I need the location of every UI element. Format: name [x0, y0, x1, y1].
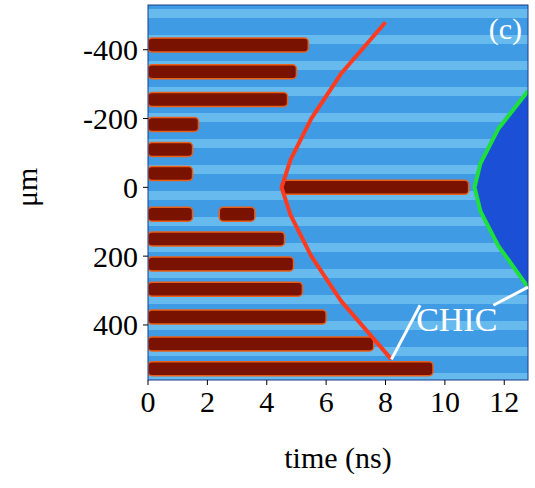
stripe [148, 257, 293, 271]
y-tick [143, 49, 148, 50]
x-tick-label: 12 [489, 385, 519, 418]
y-tick-label: -400 [83, 33, 138, 66]
y-tick [143, 187, 148, 188]
y-tick [143, 256, 148, 257]
y-tick-label: 0 [123, 171, 138, 204]
y-tick-label: -200 [83, 102, 138, 135]
background-fringe [148, 139, 528, 148]
x-tick-label: 10 [430, 385, 460, 418]
stripe [148, 38, 308, 52]
stripe [148, 282, 302, 296]
stripe [148, 167, 193, 181]
stripe [148, 142, 193, 156]
stripe [148, 65, 296, 79]
stripe [219, 207, 255, 221]
x-tick-label: 0 [141, 385, 156, 418]
background [148, 5, 528, 380]
stripe [148, 117, 198, 131]
stripe [148, 93, 288, 107]
chart: 0 2 4 6 8 10 12 -400 -200 0 200 400 time (ns) μm (c) CH… [0, 0, 535, 488]
annotation: CHIC [416, 301, 497, 338]
y-tick [143, 324, 148, 325]
stripe [148, 337, 374, 351]
panel-label: (c) [489, 12, 522, 46]
leader-line [493, 287, 528, 305]
background-fringe [148, 9, 528, 18]
stripe [148, 232, 285, 246]
x-tick-label: 4 [259, 385, 274, 418]
curve [282, 22, 392, 359]
stripe [148, 362, 433, 376]
background-fringe [148, 113, 528, 122]
x-tick-label: 8 [378, 385, 393, 418]
y-tick-label: 200 [93, 240, 138, 273]
y-axis-title: μm [10, 168, 43, 207]
stripe [282, 180, 469, 194]
plot-area [148, 5, 528, 380]
x-axis-title: time (ns) [284, 441, 391, 475]
annotation-leaders [391, 287, 528, 359]
frame [148, 5, 528, 380]
x-tick-label: 2 [200, 385, 215, 418]
y-tick [143, 118, 148, 119]
stripe [148, 310, 326, 324]
x-tick-label: 6 [319, 385, 334, 418]
shock-region [475, 91, 528, 287]
stripe [148, 207, 193, 221]
curve [475, 91, 528, 287]
background-fringe [148, 165, 528, 174]
background-fringe [148, 217, 528, 226]
y-tick-label: 400 [93, 308, 138, 341]
